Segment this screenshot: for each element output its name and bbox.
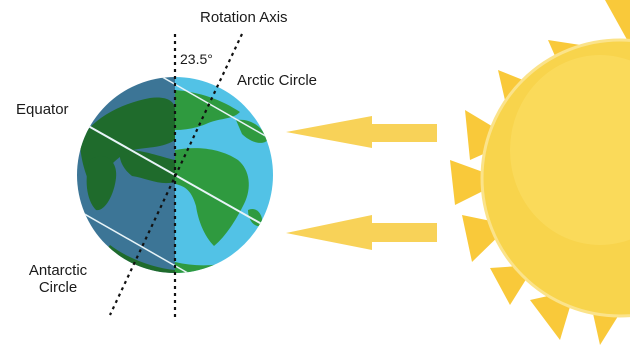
- earth-globe: [77, 77, 273, 273]
- arctic-circle-label: Arctic Circle: [237, 72, 318, 89]
- sunlight-arrow-top: [286, 116, 437, 148]
- sun: [480, 38, 630, 318]
- antarctic-label-line1: Antarctic: [28, 262, 88, 279]
- tilt-angle-label: 23.5°: [180, 51, 213, 67]
- antarctic-label-line2: Circle: [38, 279, 78, 296]
- sunlight-arrow-bottom: [286, 215, 437, 250]
- antarctic-circle-label: Antarctic Circle: [22, 262, 94, 296]
- rotation-axis-line: [109, 33, 243, 316]
- rotation-axis-label: Rotation Axis: [200, 9, 288, 26]
- equator-label: Equator: [16, 101, 69, 118]
